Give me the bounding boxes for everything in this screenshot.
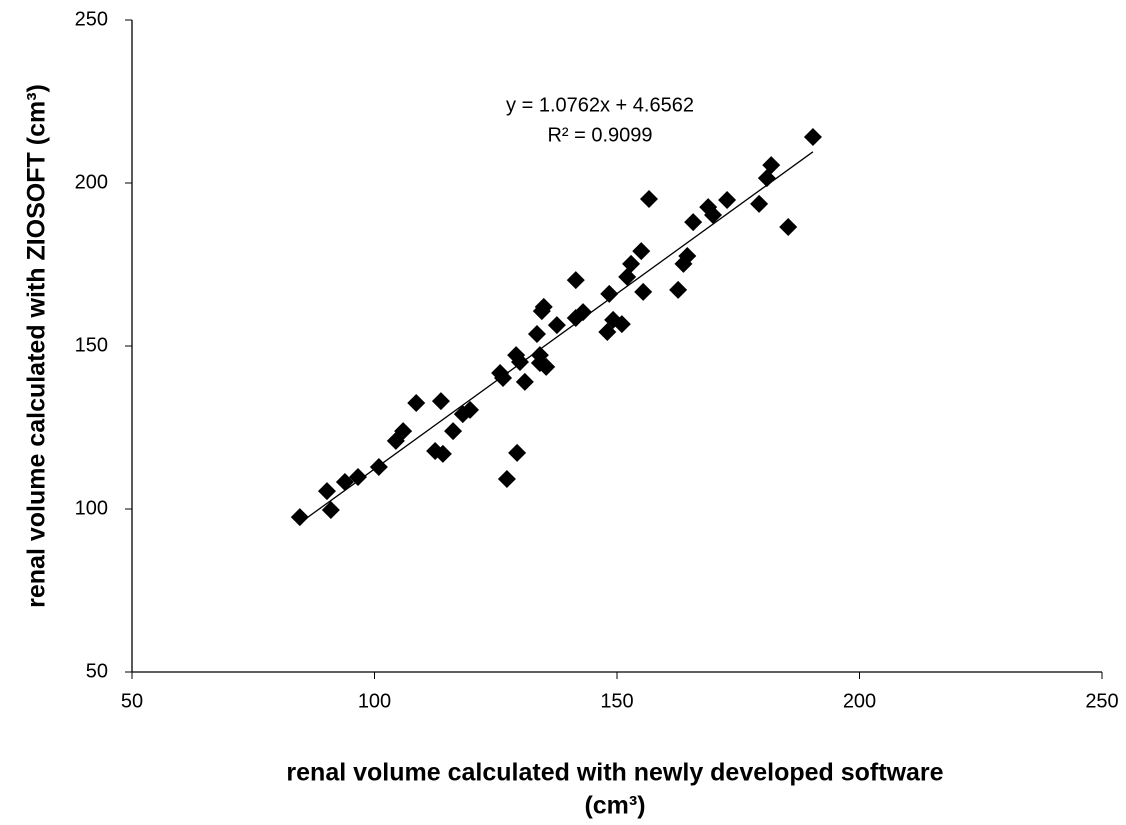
trendline: [299, 151, 814, 524]
scatter-point: [461, 400, 480, 419]
y-tick-label: 50: [86, 660, 108, 682]
scatter-point: [632, 242, 651, 261]
scatter-point: [574, 303, 593, 322]
scatter-point: [674, 254, 693, 273]
scatter-point: [600, 284, 619, 303]
x-axis-title: (cm³): [584, 792, 645, 820]
scatter-point: [704, 205, 723, 224]
scatter-point: [369, 457, 388, 476]
trendline-equation: y = 1.0762x + 4.6562: [506, 94, 694, 116]
x-tick-label: 150: [600, 690, 633, 712]
scatter-point: [534, 297, 553, 316]
scatter-point: [497, 470, 516, 489]
scatter-point: [669, 280, 688, 299]
scatter-point: [511, 352, 529, 371]
x-tick-label: 250: [1085, 690, 1118, 712]
x-axis-title: renal volume calculated with newly devel…: [286, 759, 943, 787]
scatter-point: [718, 190, 737, 209]
scatter-point: [508, 443, 527, 462]
y-tick-label: 150: [75, 334, 108, 356]
scatter-point: [779, 218, 798, 237]
x-tick-label: 100: [358, 690, 391, 712]
y-tick-label: 100: [75, 497, 108, 519]
scatter-point: [803, 128, 822, 147]
scatter-point: [349, 468, 368, 487]
trendline-r2: R² = 0.9099: [547, 124, 652, 146]
scatter-point: [407, 394, 426, 413]
scatter-point: [515, 372, 534, 391]
scatter-point: [634, 282, 653, 301]
scatter-point: [750, 194, 769, 213]
scatter-point: [622, 254, 641, 273]
x-tick-label: 200: [843, 690, 876, 712]
scatter-point: [494, 368, 513, 387]
scatter-point: [547, 316, 566, 335]
scatter-point: [290, 508, 309, 527]
scatter-point: [640, 189, 659, 208]
scatter-point: [612, 315, 631, 334]
scatter-point: [762, 156, 781, 175]
y-tick-label: 250: [75, 8, 108, 30]
scatter-point: [618, 267, 637, 286]
scatter-point: [684, 213, 703, 232]
scatter-point: [537, 357, 556, 376]
scatter-point: [394, 422, 413, 441]
scatter-point: [433, 444, 452, 463]
scatter-point: [678, 247, 697, 266]
scatter-point: [431, 392, 450, 411]
y-tick-label: 200: [75, 171, 108, 193]
scatter-point: [527, 324, 546, 343]
scatter-point: [444, 422, 463, 441]
y-axis-title: renal volume calculated with ZIOSOFT (cm…: [23, 84, 51, 608]
scatter-point: [566, 271, 585, 290]
scatter-point: [321, 500, 340, 519]
x-tick-label: 50: [121, 690, 143, 712]
scatter-point: [317, 482, 336, 501]
